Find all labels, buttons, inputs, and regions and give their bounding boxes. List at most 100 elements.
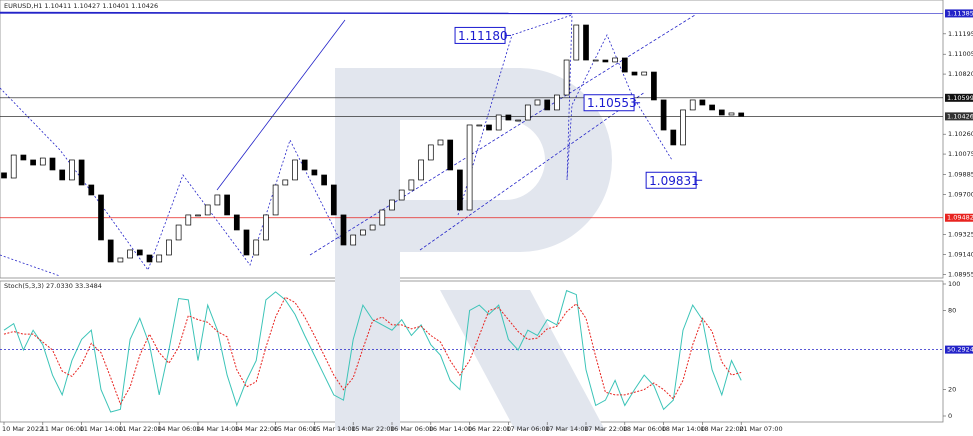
x-tick-label: 14 Mar 06:00	[157, 425, 200, 433]
candle	[563, 59, 570, 96]
candle	[360, 229, 366, 236]
candle	[127, 249, 133, 259]
candle	[709, 104, 715, 111]
candle	[39, 157, 46, 166]
watermark	[335, 68, 612, 430]
candle	[389, 199, 395, 211]
candle	[612, 57, 618, 63]
candle	[418, 159, 424, 181]
candle	[534, 99, 541, 106]
candle	[728, 112, 735, 116]
level-label: 1.11385	[947, 9, 973, 17]
watermark-leg	[440, 290, 605, 430]
channel-line	[419, 91, 646, 251]
candle	[282, 179, 289, 186]
candle	[524, 104, 531, 121]
candle	[263, 214, 269, 241]
candle	[554, 94, 560, 111]
candle	[272, 184, 279, 216]
y-tick-label: 1.08955	[948, 270, 973, 278]
level-label-box	[945, 112, 973, 121]
candle	[10, 154, 17, 179]
candle	[631, 71, 638, 76]
candle	[1, 172, 7, 179]
x-tick-label: 18 Mar 06:00	[623, 425, 666, 433]
watermark-r	[335, 68, 612, 430]
indicator-title: Stoch(5,3,3) 27.0330 33.3484	[4, 282, 102, 290]
y-tick-label: 1.10075	[948, 150, 973, 158]
x-tick-label: 11 Mar 22:00	[118, 425, 161, 433]
candle	[641, 71, 648, 76]
candle	[224, 194, 230, 216]
trend-line	[216, 19, 346, 191]
candle	[680, 109, 686, 146]
wave-line	[457, 14, 673, 216]
candle	[253, 239, 260, 256]
candle	[117, 257, 124, 263]
candle	[59, 169, 66, 181]
candle	[311, 169, 318, 176]
candle	[495, 114, 502, 131]
candle	[718, 109, 725, 116]
candle	[243, 229, 250, 256]
y-tick-label: 1.09140	[948, 250, 973, 258]
candle	[621, 57, 628, 73]
candle	[592, 59, 599, 62]
candle	[195, 214, 201, 217]
candle	[505, 114, 512, 121]
drawings	[0, 11, 696, 277]
x-tick-label: 18 Mar 22:00	[700, 425, 743, 433]
candle	[670, 129, 677, 146]
x-tick-label: 21 Mar 07:00	[739, 425, 782, 433]
x-tick-label: 17 Mar 22:00	[584, 425, 627, 433]
y-tick-label: 1.10820	[948, 70, 973, 78]
y-tick-label: 1.09700	[948, 190, 973, 198]
candle	[379, 209, 386, 226]
candle	[107, 239, 114, 263]
candle	[166, 239, 172, 256]
candle	[457, 169, 463, 211]
candle	[544, 99, 551, 111]
y-tick-label: 80	[948, 306, 956, 314]
candle	[398, 189, 405, 201]
y-tick-label: 1.09325	[948, 231, 973, 239]
candle	[651, 71, 657, 101]
candle	[185, 214, 192, 226]
candle	[301, 159, 308, 171]
candle	[738, 112, 745, 117]
candle	[233, 214, 240, 231]
candle	[214, 194, 221, 206]
x-tick-label: 16 Mar 22:00	[468, 425, 511, 433]
candle	[699, 99, 706, 106]
candle	[136, 249, 143, 256]
candle	[486, 124, 492, 131]
y-tick-label: 1.11005	[948, 50, 973, 58]
candle	[204, 204, 211, 216]
candle	[408, 179, 415, 191]
candle	[88, 184, 95, 196]
x-tick-label: 18 Mar 14:00	[662, 425, 705, 433]
candle	[689, 99, 696, 111]
candle	[98, 194, 104, 241]
candle	[427, 144, 434, 161]
candle	[49, 157, 56, 171]
candle	[660, 99, 667, 131]
x-tick-label: 15 Mar 22:00	[351, 425, 394, 433]
y-tick-label: 100	[948, 280, 960, 288]
candle	[340, 214, 347, 246]
candle	[476, 124, 483, 127]
level-label-box	[945, 345, 973, 354]
candle	[175, 224, 182, 241]
level-label-box	[945, 93, 973, 102]
candle	[292, 159, 298, 181]
x-tick-label: 15 Mar 06:00	[274, 425, 317, 433]
wave-line	[0, 87, 341, 271]
level-label: 1.10426	[947, 112, 973, 120]
x-tick-label: 17 Mar 06:00	[506, 425, 549, 433]
x-tick-label: 11 Mar 14:00	[80, 425, 123, 433]
y-tick-label: 1.09885	[948, 170, 973, 178]
candle	[156, 254, 163, 263]
level-label: 1.09482	[947, 214, 973, 222]
candle	[437, 139, 444, 146]
